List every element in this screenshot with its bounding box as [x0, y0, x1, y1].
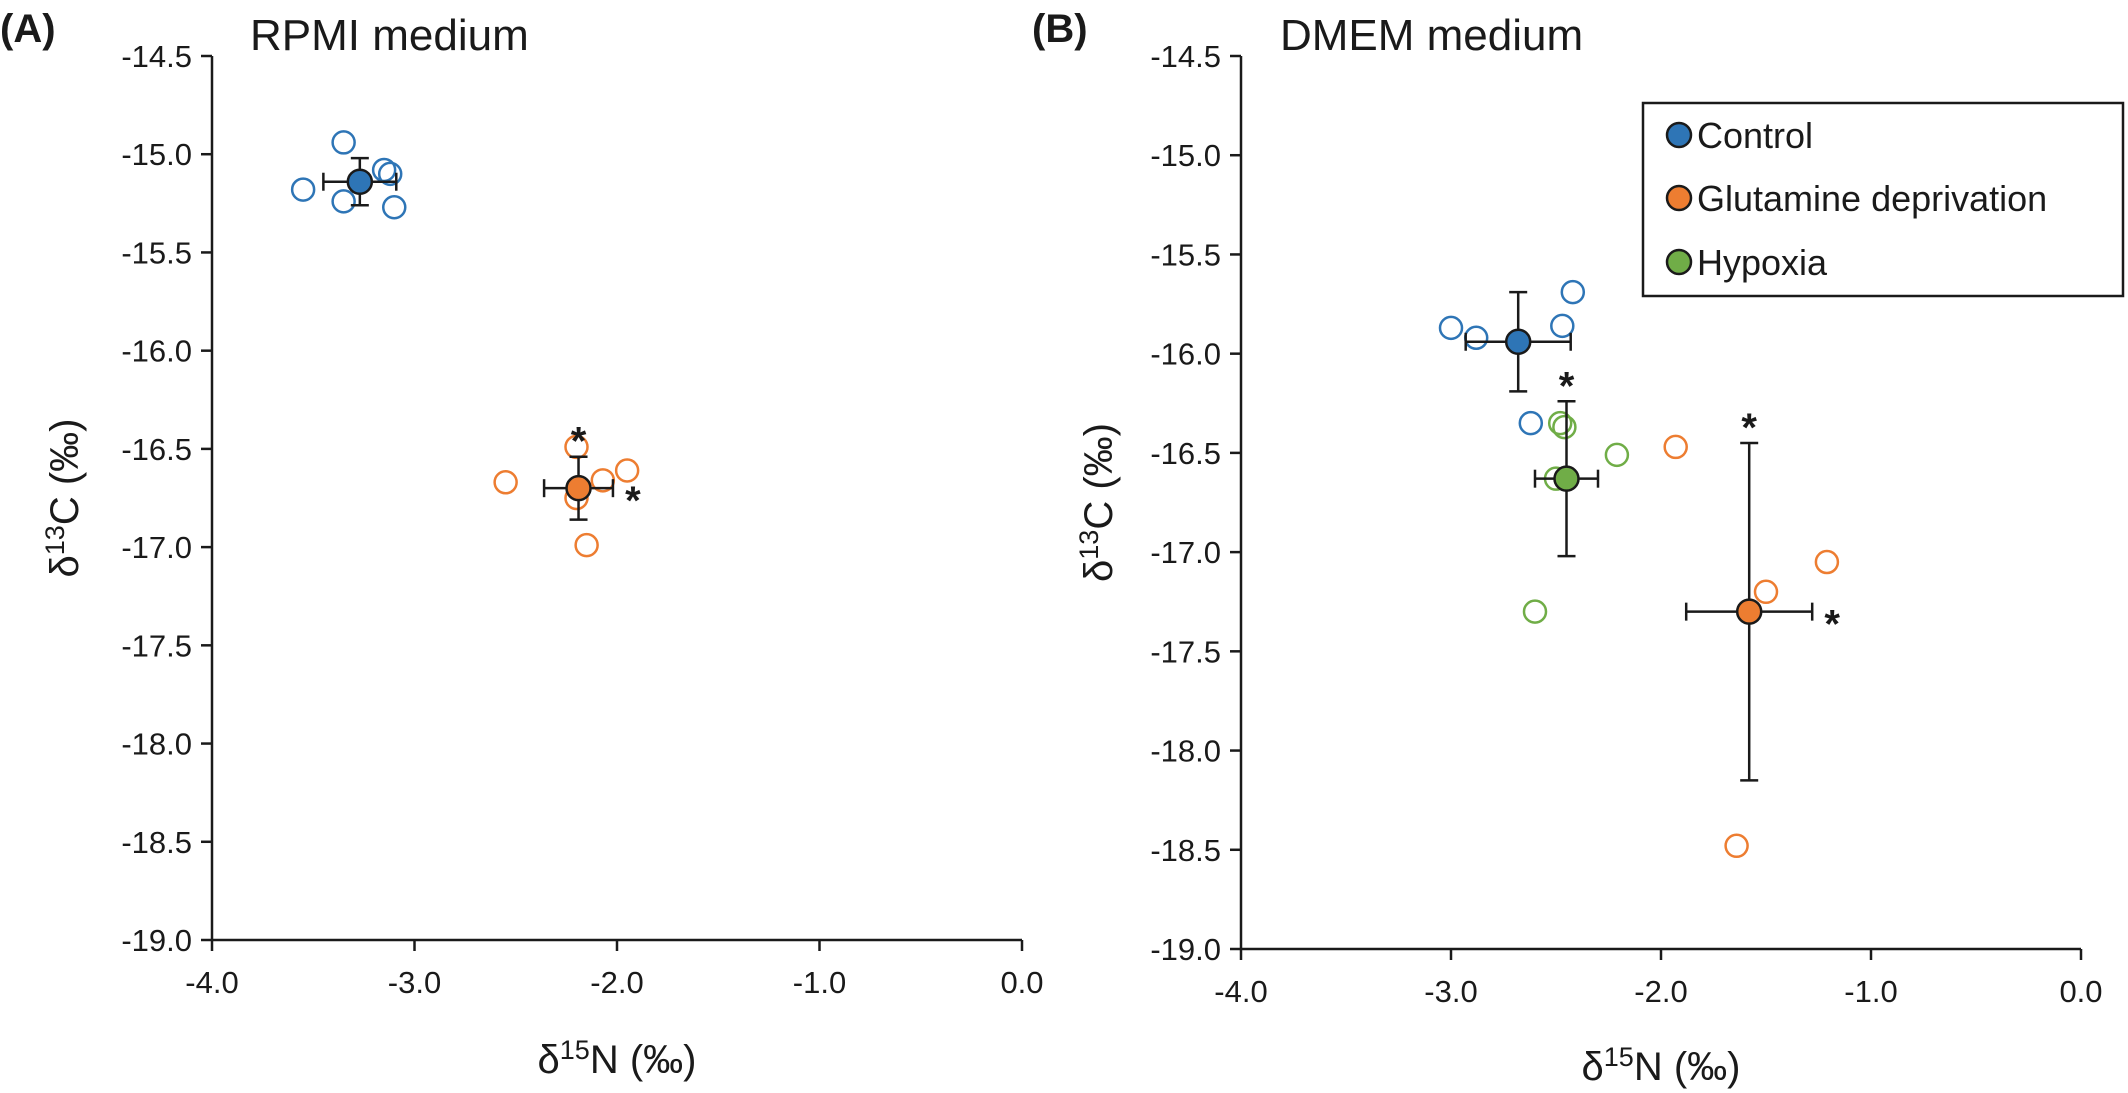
legend-marker-control — [1665, 121, 1693, 149]
panel-b-y-axis-label: δ13C (‰) — [1074, 423, 1121, 582]
panel-a-letter: (A) — [0, 7, 56, 51]
panel-a-y-tick-label: -18.0 — [121, 727, 192, 762]
panel-b-hypoxia-point — [1552, 414, 1577, 440]
panel-b-control-point — [1518, 410, 1544, 436]
panel-b-glutamine-point — [1753, 579, 1779, 605]
panel-b-y-tick-label: -17.0 — [1150, 535, 1221, 570]
panel-b-glutamine-significance-star: * — [1741, 406, 1757, 450]
panel-b-y-tick-label: -15.0 — [1150, 138, 1221, 173]
panel-a-y-axis-label: δ13C (‰) — [40, 419, 87, 578]
panel-a-glutamine-point — [614, 458, 640, 483]
panel-a-x-axis-label: δ15N (‰) — [538, 1035, 697, 1082]
panel-b-hypoxia-point — [1604, 442, 1630, 468]
panel-b-plot: -14.5 -15.0 -15.5 -16.0 -16.5 -17.0 -17.5 -18.0… — [1074, 39, 2103, 1089]
panel-a-x-tick-label: -1.0 — [793, 965, 846, 1000]
panel-b-y-tick-label: -15.5 — [1150, 237, 1221, 272]
panel-a-y-tick-label: -16.5 — [121, 432, 192, 467]
panel-a-plot: -14.5 -15.0 -15.5 -16.0 -16.5 -17.0 -17.5 -18.0… — [40, 39, 1044, 1082]
panel-b-y-tick-label: -17.5 — [1150, 634, 1221, 669]
panel-a-y-tick-label: -19.0 — [121, 923, 192, 958]
panel-b-control-point — [1463, 325, 1489, 351]
panel-b-glutamine-significance-star: * — [1824, 603, 1840, 647]
panel-a-glutamine-significance-star: * — [571, 420, 587, 464]
panel-b-hypoxia-significance-star: * — [1559, 364, 1575, 408]
panel-a-y-tick-label: -18.5 — [121, 825, 192, 860]
legend-label-glutamine: Glutamine deprivation — [1697, 178, 2047, 219]
panel-a-x-tick-label: -2.0 — [590, 965, 643, 1000]
panel-b-hypoxia-mean-point — [1553, 465, 1580, 492]
panel-b-hypoxia-point — [1547, 410, 1573, 436]
legend-marker-hypoxia — [1665, 248, 1693, 276]
panel-a-control-point — [382, 195, 407, 220]
legend-label-hypoxia: Hypoxia — [1697, 242, 1828, 283]
panel-b-y-tick-label: -16.0 — [1150, 337, 1221, 372]
panel-b-control-mean-point — [1504, 328, 1532, 356]
panel-a-glutamine-point — [574, 532, 599, 558]
panel-a-x-tick-label: -4.0 — [185, 965, 238, 1000]
panel-a-y-tick-label: -15.5 — [121, 235, 192, 270]
panel-b-x-tick-label: -2.0 — [1634, 974, 1687, 1009]
panel-a-control-point — [331, 130, 356, 155]
panel-b-hypoxia-point — [1522, 599, 1548, 624]
panel-b-x-tick-label: 0.0 — [2059, 974, 2102, 1009]
panel-b-y-tick-label: -14.5 — [1150, 39, 1221, 74]
panel-b-glutamine-point — [1724, 833, 1749, 859]
panel-a-control-point — [331, 189, 356, 214]
panel-b-control-point — [1438, 315, 1464, 341]
panel-b-letter: (B) — [1032, 7, 1088, 51]
panel-b-x-tick-label: -1.0 — [1844, 974, 1897, 1009]
panel-b-glutamine-mean-point — [1735, 598, 1763, 625]
legend: Control Glutamine deprivation Hypoxia — [1641, 101, 2125, 298]
panel-a-glutamine-point — [493, 470, 518, 495]
panel-b-title: DMEM medium — [1280, 11, 1583, 60]
panel-b-x-axis-label: δ15N (‰) — [1582, 1042, 1741, 1089]
panel-b-y-tick-label: -18.0 — [1150, 734, 1221, 769]
panel-a-x-tick-label: -3.0 — [388, 965, 441, 1000]
panel-a-y-tick-label: -17.0 — [121, 530, 192, 565]
panel-b-x-tick-label: -4.0 — [1214, 974, 1267, 1009]
panel-b-control-point — [1560, 279, 1586, 305]
legend-marker-glutamine — [1665, 184, 1693, 212]
panel-a-y-tick-label: -14.5 — [121, 39, 192, 74]
panel-a-title: RPMI medium — [250, 11, 529, 60]
legend-box — [1641, 101, 2125, 298]
panel-a-control-point — [377, 161, 403, 187]
panel-a-glutamine-significance-star: * — [625, 479, 641, 523]
panel-b-y-tick-label: -19.0 — [1150, 932, 1221, 967]
panel-a-control-point — [290, 177, 316, 202]
panel-b-control-point — [1550, 313, 1575, 339]
legend-label-control: Control — [1697, 115, 1813, 156]
panel-a-x-tick-label: 0.0 — [1000, 965, 1043, 1000]
panel-a-y-tick-label: -16.0 — [121, 334, 192, 369]
panel-a-y-tick-label: -15.0 — [121, 137, 192, 172]
panel-b-glutamine-point — [1814, 549, 1840, 575]
panel-a-control-mean-point — [346, 168, 374, 195]
panel-a-y-tick-label: -17.5 — [121, 628, 192, 663]
panel-b-y-tick-label: -18.5 — [1150, 833, 1221, 868]
panel-b-y-tick-label: -16.5 — [1150, 436, 1221, 471]
panel-a-glutamine-mean-point — [565, 474, 592, 502]
panel-b-x-tick-label: -3.0 — [1424, 974, 1477, 1009]
panel-b-glutamine-point — [1663, 434, 1688, 460]
